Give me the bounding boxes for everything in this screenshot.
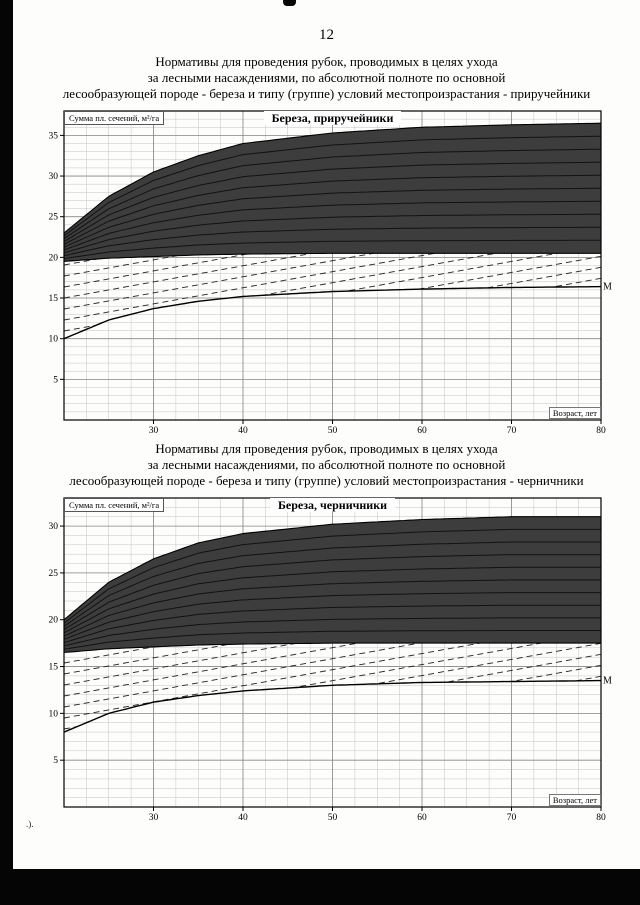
svg-text:М: М [603,676,612,687]
svg-text:80: 80 [596,426,606,436]
page-number: 12 [319,27,334,43]
section-1-heading: Нормативы для проведения рубок, проводим… [13,54,640,102]
svg-text:15: 15 [49,294,59,304]
svg-text:25: 25 [49,213,59,223]
svg-text:70: 70 [507,813,517,823]
scan-artifact-top [283,0,296,6]
svg-text:25: 25 [49,569,59,579]
svg-text:5: 5 [53,375,58,385]
heading-line: за лесными насаждениями, по абсолютной п… [147,457,506,472]
heading-line: лесообразующей породе - береза и типу (г… [69,473,584,488]
svg-text:10: 10 [49,335,59,345]
chart-canvas: 30 40 50 60 70 80 5 10 15 20 25 30 35 М [49,110,612,436]
svg-text:70: 70 [507,426,517,436]
svg-text:20: 20 [49,253,59,263]
scan-edge-left-bar [0,0,13,905]
chart-canvas: 30 40 50 60 70 80 5 10 15 20 25 30 М [49,497,612,823]
chart-title: Береза, приручейники [64,111,601,125]
svg-text:40: 40 [238,426,248,436]
heading-line: за лесными насаждениями, по абсолютной п… [147,70,506,85]
y-axis-label: Сумма пл. сечений, м²/га [64,498,165,512]
chart-title: Береза, черничники [64,498,601,512]
svg-text:50: 50 [328,426,338,436]
svg-text:10: 10 [49,709,59,719]
section-2-heading: Нормативы для проведения рубок, проводим… [13,441,640,489]
svg-text:60: 60 [417,426,427,436]
x-axis-label: Возраст, лет [548,407,601,419]
heading-line: Нормативы для проведения рубок, проводим… [155,54,498,69]
y-axis-label: Сумма пл. сечений, м²/га [64,111,165,125]
x-axis-label: Возраст, лет [548,794,601,806]
scan-artifact-bottom-left: .). [26,819,34,829]
heading-line: Нормативы для проведения рубок, проводим… [155,441,498,456]
svg-text:35: 35 [49,131,59,141]
svg-text:5: 5 [53,756,58,766]
svg-text:М: М [603,282,612,293]
svg-text:30: 30 [149,426,159,436]
svg-text:40: 40 [238,813,248,823]
chart-birch-blueberry: 30 40 50 60 70 80 5 10 15 20 25 30 М Сумма пл. сечен… [38,495,613,825]
svg-text:60: 60 [417,813,427,823]
svg-text:30: 30 [49,522,59,532]
svg-text:80: 80 [596,813,606,823]
chart-birch-streamside: 30 40 50 60 70 80 5 10 15 20 25 30 35 М Сумма пл. сеч… [38,108,613,438]
svg-text:30: 30 [49,172,59,182]
svg-text:50: 50 [328,813,338,823]
svg-text:30: 30 [149,813,159,823]
heading-line: лесообразующей породе - береза и типу (г… [62,86,591,101]
svg-text:15: 15 [49,663,59,673]
scan-edge-bottom-bar [0,869,640,905]
svg-text:20: 20 [49,616,59,626]
